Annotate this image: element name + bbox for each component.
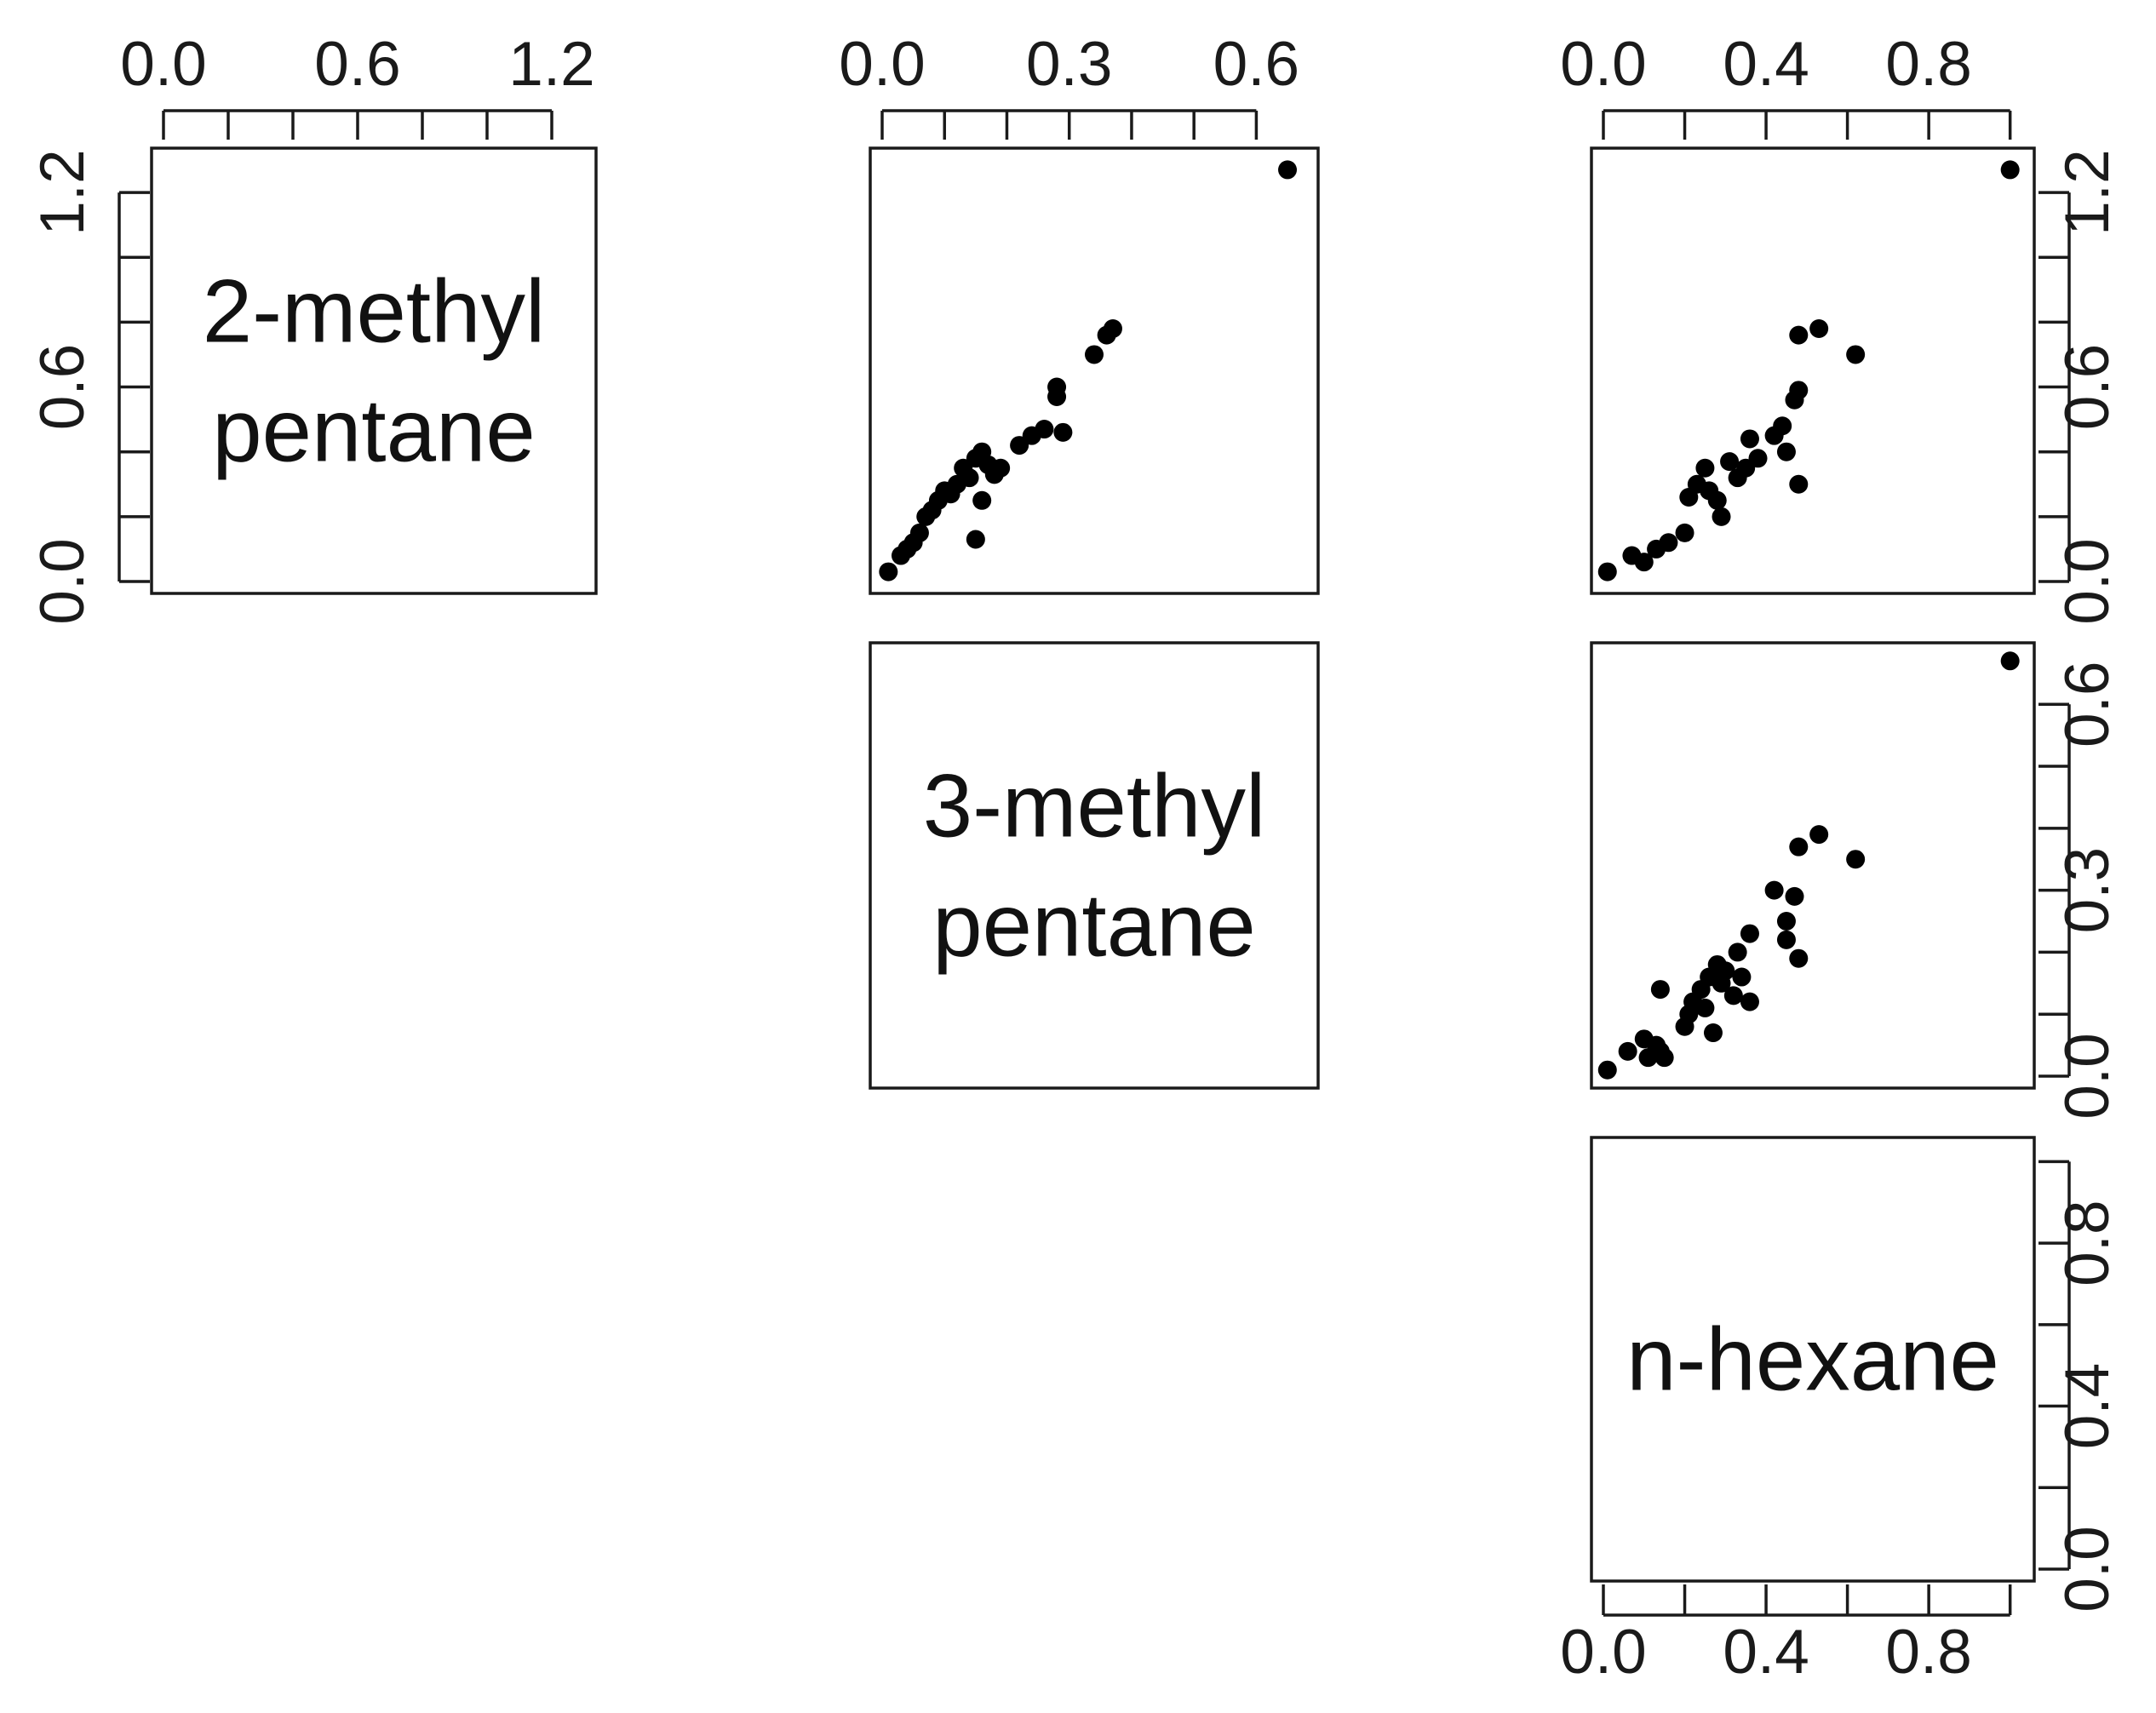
left-tick-label: 0.6: [28, 344, 97, 430]
bottom-tick-label: 0.4: [1723, 1618, 1809, 1687]
data-point: [1695, 998, 1715, 1017]
data-point: [1103, 319, 1122, 338]
data-point: [1675, 523, 1694, 542]
top-tick-label: 0.3: [1026, 30, 1112, 99]
top-tick-label: 0.8: [1885, 30, 1971, 99]
panel-frame-r2-c2: [1590, 1136, 2036, 1583]
data-point: [1846, 345, 1866, 364]
diagonal-labels: 2-methyl pentane 3-methyl pentane n-hexane: [203, 262, 1999, 1410]
right-tick-label: 0.6: [2053, 661, 2122, 747]
data-point: [1748, 449, 1768, 468]
data-point: [879, 562, 898, 582]
data-point: [1618, 1041, 1637, 1061]
variable-label: n-hexane: [1626, 1310, 1999, 1410]
data-point: [1740, 992, 1759, 1011]
variable-label: pentane: [212, 381, 536, 481]
data-point: [960, 468, 979, 488]
data-point: [1776, 442, 1796, 461]
top-tick-label: 0.0: [120, 30, 206, 99]
data-point: [1053, 422, 1073, 442]
data-point: [1085, 345, 1104, 364]
right-tick-label: 0.8: [2053, 1200, 2122, 1286]
data-point: [1789, 948, 1809, 968]
top-tick-label: 0.6: [314, 30, 400, 99]
data-point: [991, 458, 1011, 478]
left-tick-label: 0.0: [28, 538, 97, 624]
data-point: [1707, 490, 1727, 510]
panel-frame-r1-c1: [869, 641, 1320, 1090]
data-point: [1785, 886, 1804, 906]
variable-label: 3-methyl: [923, 757, 1266, 856]
variable-label: 2-methyl: [203, 262, 546, 362]
data-point: [1776, 912, 1796, 931]
panel-frame-r0-c0: [150, 146, 598, 595]
data-point: [2000, 160, 2020, 180]
top-tick-label: 0.6: [1213, 30, 1299, 99]
data-point: [966, 530, 985, 549]
data-point: [1740, 924, 1759, 943]
data-point: [1047, 377, 1067, 397]
bottom-tick-label: 0.0: [1560, 1618, 1646, 1687]
panel-frames: [150, 146, 2036, 1583]
data-point: [2000, 651, 2020, 671]
data-point: [1789, 837, 1809, 856]
data-point: [1789, 381, 1809, 400]
right-tick-label: 0.6: [2053, 344, 2122, 430]
data-point: [1732, 967, 1752, 987]
data-point: [1789, 474, 1809, 494]
data-point: [972, 490, 992, 510]
top-tick-label: 0.0: [1560, 30, 1646, 99]
data-point: [909, 523, 929, 542]
right-tick-label: 0.0: [2053, 1526, 2122, 1612]
top-tick-label: 0.4: [1723, 30, 1809, 99]
data-point: [1723, 986, 1743, 1005]
data-point: [1278, 160, 1298, 180]
data-point: [1728, 942, 1747, 962]
left-tick-label: 1.2: [28, 149, 97, 235]
data-point: [1597, 1060, 1617, 1080]
panel-frame-r0-c1: [869, 146, 1320, 595]
data-point: [1716, 961, 1735, 981]
top-tick-label: 1.2: [508, 30, 594, 99]
data-point: [1776, 930, 1796, 949]
data-point: [1773, 416, 1792, 436]
data-point: [1712, 507, 1731, 526]
data-point: [1634, 553, 1654, 572]
data-point: [1654, 1048, 1674, 1068]
right-tick-label: 1.2: [2053, 149, 2122, 235]
right-tick-label: 0.0: [2053, 1033, 2122, 1119]
right-tick-label: 0.3: [2053, 847, 2122, 933]
data-point: [1809, 825, 1829, 845]
variable-label: pentane: [932, 876, 1256, 976]
data-point: [1846, 850, 1866, 869]
data-points: [879, 160, 2020, 1080]
data-point: [1597, 562, 1617, 582]
panel-frame-r1-c2: [1590, 641, 2036, 1090]
right-tick-label: 0.4: [2053, 1363, 2122, 1449]
data-point: [1035, 420, 1054, 439]
axes: 0.0 0.6 1.2 0.0 0.3 0.6 0.0 0.4 0.8 0.0 0.6 1.2 0.0 0…: [28, 30, 2122, 1687]
bottom-tick-label: 0.8: [1885, 1618, 1971, 1687]
data-point: [1789, 325, 1809, 345]
panel-frame-r0-c2: [1590, 146, 2036, 595]
data-point: [1720, 452, 1740, 472]
top-tick-label: 0.0: [839, 30, 925, 99]
data-point: [1764, 880, 1784, 900]
data-point: [1650, 980, 1670, 1000]
data-point: [1659, 533, 1678, 553]
data-point: [1703, 1023, 1723, 1043]
right-tick-label: 0.0: [2053, 538, 2122, 624]
data-point: [1695, 458, 1715, 478]
data-point: [1740, 429, 1759, 449]
data-point: [1809, 319, 1829, 338]
